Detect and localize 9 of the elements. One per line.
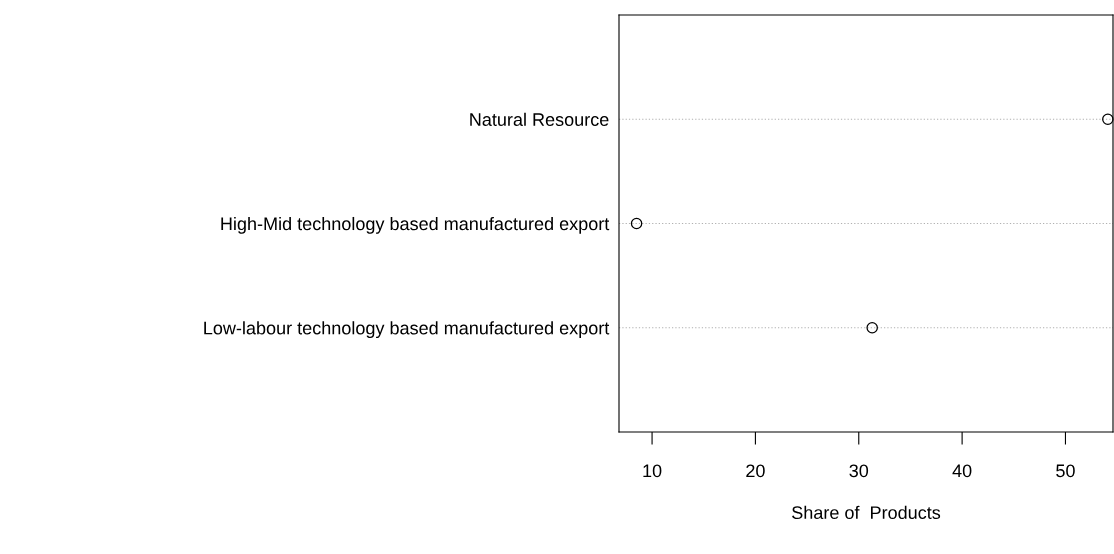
- x-axis-title: Share of Products: [792, 505, 941, 520]
- x-tick-label: 10: [643, 464, 662, 478]
- y-tick-label: Natural Resource: [470, 112, 609, 126]
- y-tick-label: Low-labour technology based manufactured export: [204, 321, 610, 339]
- x-tick-label: 30: [849, 464, 869, 478]
- x-tick-label: 50: [1056, 464, 1075, 478]
- x-tick-label: 40: [952, 464, 972, 478]
- x-tick-label: 20: [746, 464, 765, 478]
- y-tick-label: High-Mid technology based manufactured export: [221, 216, 610, 234]
